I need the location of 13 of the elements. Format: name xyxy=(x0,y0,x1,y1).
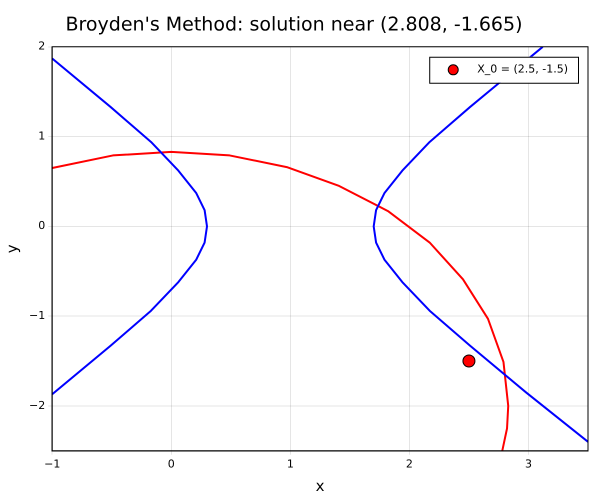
y-tick-label: 0 xyxy=(38,219,46,232)
x-tick-label: 3 xyxy=(524,457,532,470)
x-axis-title: x xyxy=(316,476,325,495)
y-tick-label: 1 xyxy=(38,129,46,142)
chart-title: Broyden's Method: solution near (2.808, -1.665) xyxy=(65,13,523,36)
y-tick-label: 2 xyxy=(38,40,46,53)
y-tick-label: −2 xyxy=(28,398,46,412)
x-tick-label: 1 xyxy=(286,457,294,470)
x-tick-label: 0 xyxy=(168,457,175,470)
y-axis-title: y xyxy=(2,244,21,254)
legend-label: X_0 = (2.5, -1.5) xyxy=(477,62,568,76)
y-tick-label: −1 xyxy=(28,308,46,322)
x-tick-label: 2 xyxy=(406,457,413,470)
